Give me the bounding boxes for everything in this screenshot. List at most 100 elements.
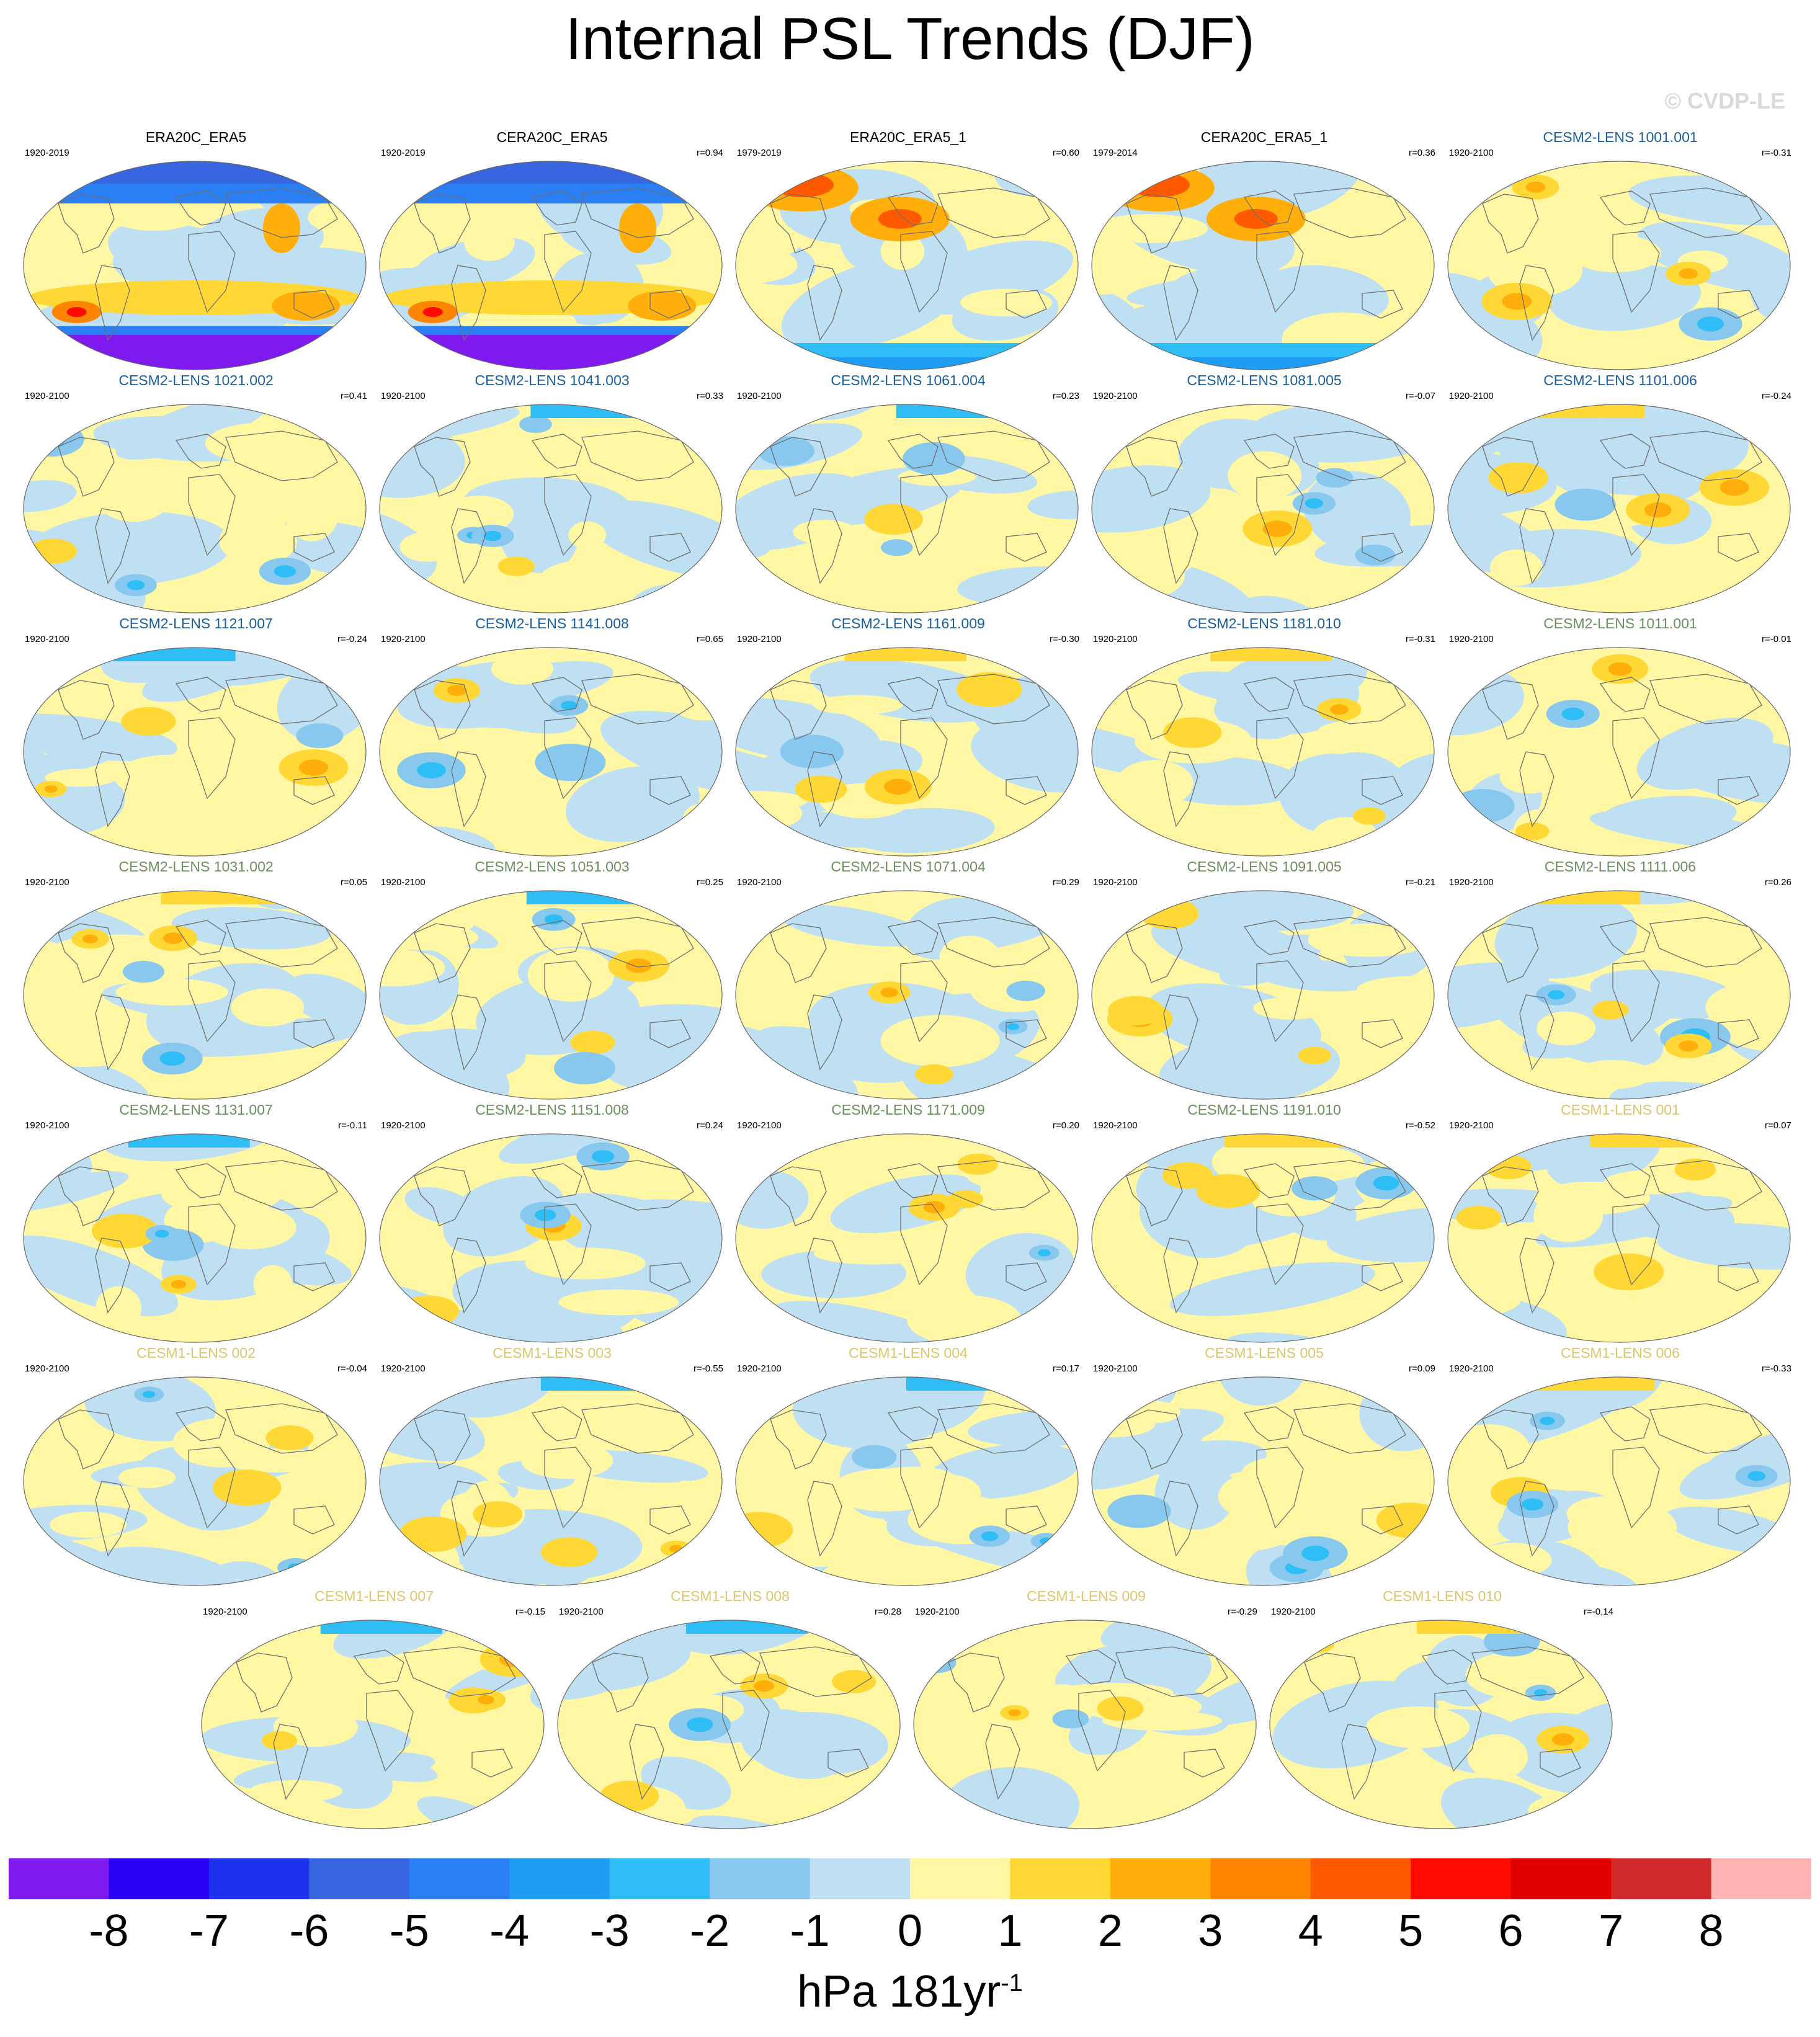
panel-title: CESM2-LENS 1091.005 — [1187, 858, 1342, 875]
colorbar-tick-label: 1 — [997, 1906, 1023, 1956]
panel-title: CESM1-LENS 010 — [1383, 1588, 1502, 1604]
trend-map — [379, 161, 723, 370]
colorbar-tick-label: 3 — [1198, 1906, 1223, 1956]
map-panel: CESM2-LENS 1111.006 1920-2100 r=0.26 — [1445, 858, 1795, 1100]
colorbar-bin — [810, 1858, 911, 1899]
trend-map — [735, 1133, 1079, 1343]
panel-title: CESM2-LENS 1051.003 — [475, 858, 630, 875]
colorbar-bin — [1010, 1858, 1111, 1899]
panel-period: 1920-2100 — [559, 1607, 604, 1617]
panel-correlation: r=-0.14 — [1584, 1607, 1613, 1617]
panel-correlation: r=0.07 — [1765, 1120, 1791, 1131]
panel-correlation: r=0.05 — [341, 877, 367, 888]
trend-map — [913, 1620, 1257, 1829]
map-panel: CERA20C_ERA5_1 1979-2014 r=0.36 — [1089, 129, 1439, 371]
map-panel: CESM1-LENS 002 1920-2100 r=-0.04 — [21, 1345, 371, 1587]
panel-correlation: r=-0.55 — [694, 1363, 723, 1374]
panel-period: 1979-2019 — [737, 148, 782, 158]
colorbar-tick-label: 0 — [897, 1906, 923, 1956]
colorbar-tick-label: 4 — [1298, 1906, 1323, 1956]
watermark-text: © CVDP-LE — [1664, 88, 1785, 114]
colorbar-bin — [1711, 1858, 1811, 1899]
colorbar-bin — [309, 1858, 410, 1899]
panel-title: CESM1-LENS 004 — [849, 1345, 968, 1361]
panel-title: CESM2-LENS 1021.002 — [118, 372, 274, 388]
panel-title: CESM1-LENS 002 — [136, 1345, 256, 1361]
panel-title: CESM2-LENS 1161.009 — [831, 615, 985, 631]
map-panel: CESM2-LENS 1191.010 1920-2100 r=-0.52 — [1089, 1102, 1439, 1344]
colorbar-bin — [1510, 1858, 1612, 1899]
map-panel: CESM2-LENS 1101.006 1920-2100 r=-0.24 — [1445, 372, 1795, 614]
map-panel: CESM1-LENS 008 1920-2100 r=0.28 — [555, 1588, 905, 1830]
trend-map — [23, 161, 367, 370]
panel-period: 1920-2100 — [25, 1363, 69, 1374]
panel-period: 1920-2100 — [381, 1363, 426, 1374]
panel-title: CESM1-LENS 001 — [1561, 1102, 1680, 1118]
colorbar-bin — [9, 1858, 109, 1899]
panel-period: 1920-2100 — [381, 391, 426, 401]
map-panel: CESM2-LENS 1011.001 1920-2100 r=-0.01 — [1445, 615, 1795, 857]
colorbar-bin — [1210, 1858, 1311, 1899]
map-panel: CESM2-LENS 1041.003 1920-2100 r=0.33 — [377, 372, 727, 614]
map-panel: CESM1-LENS 005 1920-2100 r=0.09 — [1089, 1345, 1439, 1587]
panel-correlation: r=0.17 — [1053, 1363, 1079, 1374]
panel-period: 1920-2100 — [1449, 1363, 1494, 1374]
panel-correlation: r=-0.21 — [1406, 877, 1435, 888]
panel-period: 1920-2019 — [25, 148, 69, 158]
colorbar-tick-label: 6 — [1498, 1906, 1523, 1956]
colorbar-units: hPa 181yr-1 — [0, 1966, 1820, 2017]
trend-map — [735, 161, 1079, 370]
map-panel: CESM2-LENS 1171.009 1920-2100 r=0.20 — [733, 1102, 1083, 1344]
panel-correlation: r=0.26 — [1765, 877, 1791, 888]
panel-title: CESM2-LENS 1061.004 — [831, 372, 986, 388]
panel-correlation: r=0.29 — [1053, 877, 1079, 888]
trend-map — [23, 1133, 367, 1343]
panel-correlation: r=-0.33 — [1762, 1363, 1791, 1374]
panel-correlation: r=-0.31 — [1762, 148, 1791, 158]
panel-period: 1920-2100 — [381, 1120, 426, 1131]
trend-map — [23, 404, 367, 613]
panel-period: 1920-2100 — [203, 1607, 248, 1617]
panel-period: 1920-2100 — [25, 391, 69, 401]
panel-period: 1920-2100 — [737, 1120, 782, 1131]
map-panel: CESM1-LENS 007 1920-2100 r=-0.15 — [199, 1588, 549, 1830]
panel-correlation: r=0.65 — [697, 634, 723, 644]
map-panel: CESM1-LENS 001 1920-2100 r=0.07 — [1445, 1102, 1795, 1344]
trend-map — [1447, 161, 1791, 370]
trend-map — [735, 1376, 1079, 1586]
panel-title: CESM2-LENS 1081.005 — [1187, 372, 1342, 388]
trend-map — [1091, 890, 1435, 1100]
panel-correlation: r=-0.30 — [1050, 634, 1079, 644]
colorbar-bin — [1411, 1858, 1512, 1899]
panel-title: CESM1-LENS 005 — [1205, 1345, 1324, 1361]
panel-title: CESM2-LENS 1121.007 — [119, 615, 273, 631]
colorbar-tick-label: -5 — [389, 1906, 429, 1956]
map-panel: CESM1-LENS 009 1920-2100 r=-0.29 — [911, 1588, 1261, 1830]
panel-correlation: r=0.41 — [341, 391, 367, 401]
panel-title: CESM1-LENS 009 — [1027, 1588, 1146, 1604]
panel-period: 1920-2100 — [1093, 391, 1138, 401]
panel-period: 1920-2100 — [1449, 148, 1494, 158]
panel-correlation: r=0.94 — [697, 148, 723, 158]
trend-map — [379, 890, 723, 1100]
panel-title: CERA20C_ERA5 — [496, 129, 608, 145]
panel-correlation: r=0.60 — [1053, 148, 1079, 158]
panel-correlation: r=0.09 — [1409, 1363, 1435, 1374]
panel-title: CESM2-LENS 1141.008 — [475, 615, 629, 631]
panel-correlation: r=0.20 — [1053, 1120, 1079, 1131]
colorbar-tick-label: -6 — [289, 1906, 329, 1956]
panel-correlation: r=-0.24 — [337, 634, 367, 644]
panel-correlation: r=0.25 — [697, 877, 723, 888]
colorbar-bin — [208, 1858, 310, 1899]
panel-period: 1920-2100 — [737, 1363, 782, 1374]
panel-period: 1920-2100 — [1093, 634, 1138, 644]
colorbar-bin — [109, 1858, 210, 1899]
colorbar-tick-label: -8 — [89, 1906, 129, 1956]
colorbar-tick-label: -1 — [790, 1906, 830, 1956]
panel-period: 1920-2100 — [25, 634, 69, 644]
panel-correlation: r=0.36 — [1409, 148, 1435, 158]
panel-correlation: r=-0.52 — [1406, 1120, 1435, 1131]
panel-title: CESM1-LENS 008 — [671, 1588, 790, 1604]
panel-period: 1920-2100 — [1093, 877, 1138, 888]
colorbar-bin — [1310, 1858, 1411, 1899]
